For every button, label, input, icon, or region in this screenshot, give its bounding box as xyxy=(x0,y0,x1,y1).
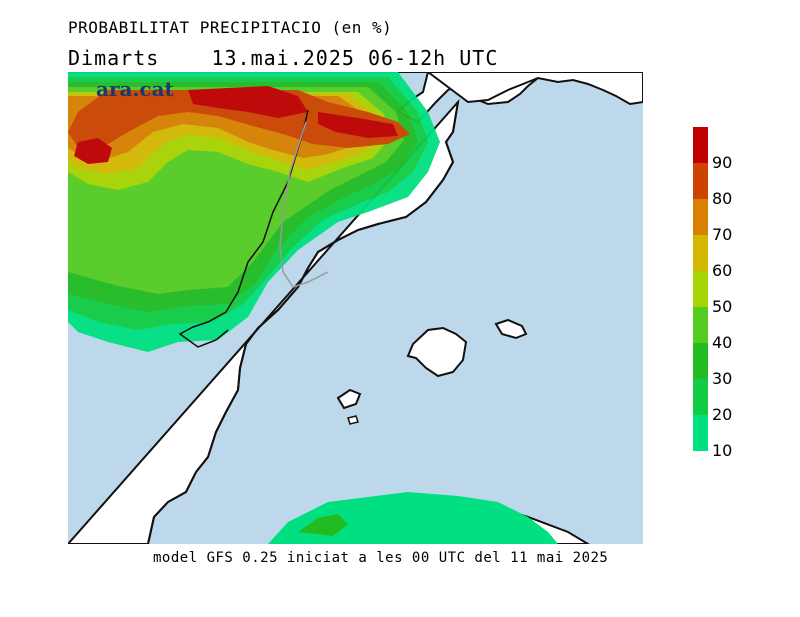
ara-cat-logo: ara.cat xyxy=(96,77,174,101)
map-title: PROBABILITAT PRECIPITACIO (en %) xyxy=(68,18,393,37)
island-formentera xyxy=(347,415,359,425)
model-info-footer: model GFS 0.25 iniciat a les 00 UTC del … xyxy=(153,550,609,566)
legend-label-90: 90 xyxy=(712,153,733,172)
legend-swatch-60 xyxy=(693,235,708,271)
coastline xyxy=(147,101,459,544)
legend-swatch-80 xyxy=(693,163,708,199)
region-border xyxy=(279,121,329,288)
map-subtitle: Dimarts 13.mai.2025 06-12h UTC xyxy=(68,46,499,70)
legend-label-20: 20 xyxy=(712,405,733,424)
legend-label-70: 70 xyxy=(712,225,733,244)
legend-label-30: 30 xyxy=(712,369,733,388)
legend-swatch-50 xyxy=(693,271,708,307)
legend-swatch-20 xyxy=(693,379,708,415)
legend-swatch-10 xyxy=(693,415,708,451)
island-menorca xyxy=(494,318,528,340)
legend-label-60: 60 xyxy=(712,261,733,280)
legend-label-80: 80 xyxy=(712,189,733,208)
legend-colorbar xyxy=(693,127,708,451)
border-line xyxy=(178,109,309,348)
precipitation-map xyxy=(68,72,643,544)
land-france xyxy=(426,72,643,106)
legend-swatch-40 xyxy=(693,307,708,343)
legend-label-10: 10 xyxy=(712,441,733,460)
precip-80 xyxy=(68,90,410,148)
precip-africa-20 xyxy=(298,514,348,536)
island-ibiza xyxy=(336,388,362,410)
precip-africa-10 xyxy=(268,492,558,544)
precip-90 xyxy=(74,86,398,164)
precip-field xyxy=(68,72,440,352)
legend-swatch-90 xyxy=(693,127,708,163)
island-mallorca xyxy=(406,326,468,378)
legend-swatch-30 xyxy=(693,343,708,379)
legend-label-40: 40 xyxy=(712,333,733,352)
legend-swatch-70 xyxy=(693,199,708,235)
legend-label-50: 50 xyxy=(712,297,733,316)
